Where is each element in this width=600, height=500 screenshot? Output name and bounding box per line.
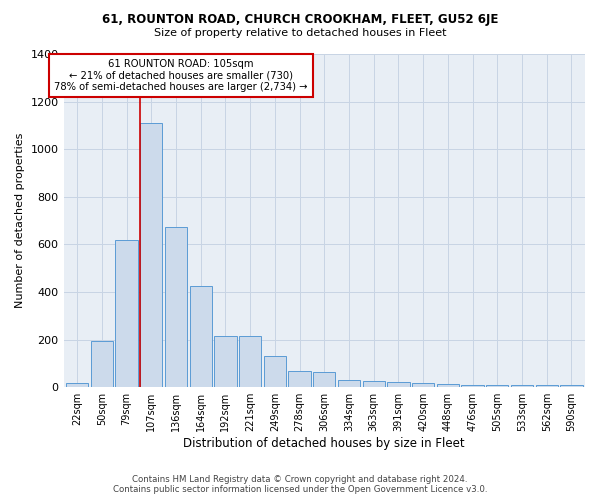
X-axis label: Distribution of detached houses by size in Fleet: Distribution of detached houses by size … [184, 437, 465, 450]
Bar [66, 383, 88, 387]
Text: 61, ROUNTON ROAD, CHURCH CROOKHAM, FLEET, GU52 6JE: 61, ROUNTON ROAD, CHURCH CROOKHAM, FLEET… [102, 12, 498, 26]
Bar [461, 385, 484, 387]
Bar [91, 341, 113, 387]
Bar [437, 384, 459, 387]
Bar [115, 240, 137, 387]
Bar [560, 385, 583, 387]
Text: 61 ROUNTON ROAD: 105sqm
← 21% of detached houses are smaller (730)
78% of semi-d: 61 ROUNTON ROAD: 105sqm ← 21% of detache… [54, 59, 308, 92]
Bar [313, 372, 335, 387]
Bar [165, 226, 187, 387]
Bar [239, 336, 261, 387]
Bar [486, 385, 508, 387]
Bar [338, 380, 360, 387]
Bar [536, 385, 558, 387]
Bar [412, 383, 434, 387]
Text: Contains HM Land Registry data © Crown copyright and database right 2024.
Contai: Contains HM Land Registry data © Crown c… [113, 474, 487, 494]
Bar [140, 123, 163, 387]
Bar [214, 336, 236, 387]
Bar [511, 385, 533, 387]
Text: Size of property relative to detached houses in Fleet: Size of property relative to detached ho… [154, 28, 446, 38]
Bar [289, 371, 311, 387]
Y-axis label: Number of detached properties: Number of detached properties [15, 133, 25, 308]
Bar [362, 380, 385, 387]
Bar [264, 356, 286, 387]
Bar [190, 286, 212, 387]
Bar [387, 382, 410, 387]
